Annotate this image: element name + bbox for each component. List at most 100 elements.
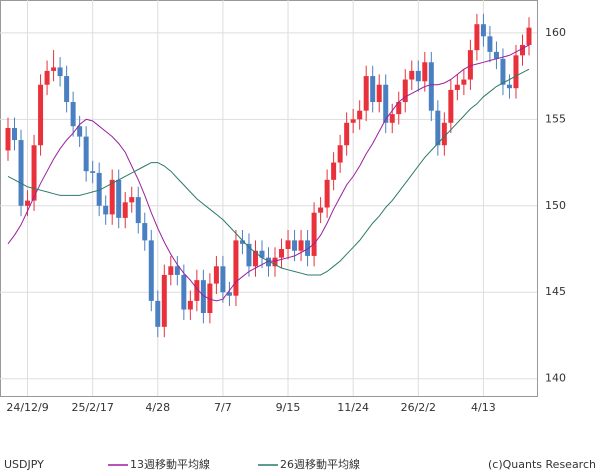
candle-body <box>285 240 291 250</box>
candle-body <box>246 243 252 267</box>
candle-body <box>187 300 193 310</box>
candle-body <box>331 162 337 180</box>
candle-body <box>266 257 271 267</box>
candle-body <box>324 179 330 208</box>
candle-body <box>337 145 343 163</box>
candle-body <box>259 250 265 258</box>
x-tick-label: 4/13 <box>471 401 496 414</box>
candle-body <box>435 110 441 146</box>
candle-body <box>363 76 369 111</box>
candle-body <box>142 223 148 241</box>
candle-body <box>298 240 304 251</box>
candle-body <box>233 240 239 296</box>
candle-body <box>109 179 115 215</box>
candle-body <box>415 70 421 82</box>
candle-body <box>213 266 219 284</box>
marks <box>5 13 532 338</box>
candle-body <box>70 102 76 127</box>
candle-body <box>454 84 460 90</box>
candle-body <box>226 292 232 296</box>
candle-body <box>467 50 473 80</box>
x-tick-label: 9/15 <box>276 401 301 414</box>
candle-body <box>96 172 102 206</box>
candle-body <box>389 114 395 123</box>
candle-body <box>318 207 324 213</box>
candle-body <box>103 205 109 215</box>
candle-body <box>200 280 206 313</box>
candle-body <box>383 84 389 123</box>
candle-body <box>344 122 350 146</box>
candle-body <box>279 249 285 258</box>
candle-body <box>493 51 499 59</box>
candle-body <box>44 70 50 85</box>
candle-body <box>5 127 11 151</box>
candle-body <box>292 240 298 251</box>
candle-body <box>487 36 493 52</box>
candle-body <box>506 84 512 89</box>
candle-body <box>122 202 128 218</box>
candle-body <box>31 145 37 201</box>
candle-body <box>311 212 317 256</box>
y-tick-label: 160 <box>545 26 566 39</box>
candle-body <box>252 250 258 267</box>
candle-body <box>207 283 213 313</box>
candle-body <box>441 122 447 146</box>
candle-body <box>370 76 376 103</box>
candle-body <box>409 70 415 80</box>
y-tick-label: 155 <box>545 112 566 125</box>
candle-body <box>51 67 57 71</box>
candle-body <box>155 300 161 327</box>
credit: (c)Quants Research <box>488 458 596 471</box>
candle-body <box>38 84 44 146</box>
x-tick-label: 4/28 <box>145 401 170 414</box>
candle-body <box>357 110 363 120</box>
candle-body <box>64 76 70 103</box>
candle-body <box>422 62 428 82</box>
candle-body <box>12 127 18 141</box>
candle-body <box>402 79 408 103</box>
candle-body <box>57 67 63 77</box>
candle-body <box>174 266 180 275</box>
legend-label: 26週移動平均線 <box>280 457 360 471</box>
candle-body <box>220 266 226 293</box>
candle-body <box>77 126 83 137</box>
y-tick-label: 145 <box>545 285 566 298</box>
plot-frame <box>0 0 538 397</box>
candle-body <box>513 55 519 89</box>
candle-body <box>168 266 174 275</box>
candle-body <box>83 136 89 172</box>
x-tick-label: 11/24 <box>337 401 369 414</box>
candle-body <box>376 84 382 103</box>
candle-body <box>526 27 532 45</box>
candle-body <box>396 102 402 115</box>
candle-body <box>448 89 454 123</box>
candle-body <box>116 179 122 218</box>
x-tick-label: 26/2/2 <box>401 401 436 414</box>
candle-body <box>181 274 187 310</box>
candle-body <box>148 240 154 301</box>
candle-body <box>350 119 356 123</box>
x-tick-label: 25/2/17 <box>71 401 113 414</box>
y-tick-label: 140 <box>545 372 566 385</box>
candle-body <box>90 171 96 173</box>
legend-label: 13週移動平均線 <box>130 457 210 471</box>
candle-body <box>480 24 486 37</box>
legend-symbol: USDJPY <box>4 458 44 471</box>
candle-body <box>428 62 434 111</box>
candle-body <box>519 44 525 56</box>
candle-body <box>18 140 24 206</box>
candle-body <box>239 240 245 244</box>
x-tick-label: 7/7 <box>214 401 232 414</box>
candle-body <box>25 200 31 206</box>
moving-average-line <box>7 68 530 276</box>
candle-body <box>500 58 506 85</box>
candle-body <box>474 24 480 51</box>
candle-body <box>461 79 467 85</box>
candle-body <box>129 197 135 203</box>
candle-body <box>194 280 200 301</box>
y-tick-label: 150 <box>545 199 566 212</box>
candle-body <box>272 257 278 267</box>
candle-body <box>161 274 167 327</box>
x-tick-label: 24/12/9 <box>6 401 48 414</box>
